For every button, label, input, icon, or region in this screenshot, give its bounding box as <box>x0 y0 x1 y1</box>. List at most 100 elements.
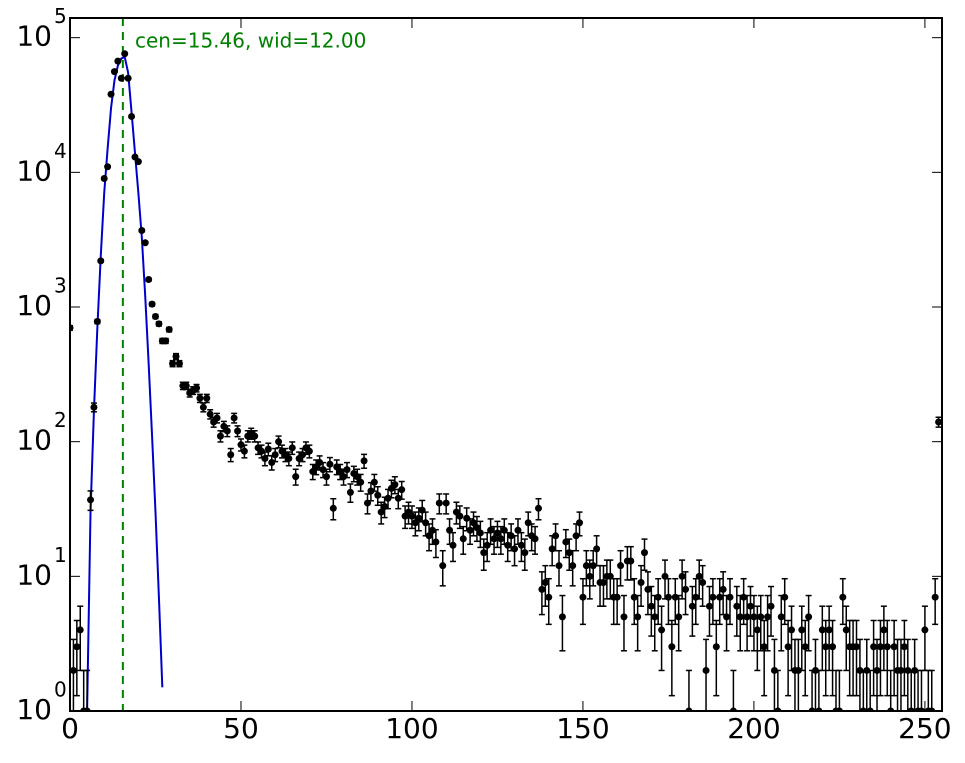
data-point <box>73 643 81 651</box>
data-point <box>695 572 703 580</box>
data-point <box>261 454 269 462</box>
data-point <box>750 613 758 621</box>
data-point <box>473 524 481 532</box>
data-point <box>569 562 577 570</box>
data-point <box>70 666 77 674</box>
data-point <box>647 602 655 610</box>
data-point <box>346 488 354 496</box>
plot-frame <box>69 17 943 712</box>
data-point <box>206 410 214 418</box>
data-point <box>398 486 406 494</box>
data-point <box>275 438 283 446</box>
data-point <box>134 158 142 166</box>
data-point <box>805 613 813 621</box>
data-point <box>271 451 279 459</box>
x-tick-label: 50 <box>223 712 259 745</box>
data-point <box>757 613 765 621</box>
data-point <box>853 643 861 651</box>
data-point <box>490 535 498 543</box>
data-point <box>117 74 125 82</box>
data-point <box>890 643 898 651</box>
data-point <box>719 585 727 593</box>
y-tick-exponent: 2 <box>54 408 67 432</box>
y-tick-label: 10 <box>16 154 52 187</box>
data-point <box>104 163 112 171</box>
data-point <box>555 562 563 570</box>
data-point <box>415 514 423 522</box>
data-point <box>760 643 768 651</box>
data-point <box>172 352 180 360</box>
data-point <box>589 562 597 570</box>
data-point <box>439 562 447 570</box>
data-point <box>692 593 700 601</box>
data-point <box>931 593 939 601</box>
data-point <box>576 519 584 527</box>
y-tick-label: 10 <box>16 20 52 53</box>
data-point <box>343 466 351 474</box>
data-point <box>935 418 942 426</box>
x-tick-label: 200 <box>727 712 780 745</box>
data-point <box>593 545 601 553</box>
data-point <box>682 585 690 593</box>
data-point <box>463 514 471 522</box>
data-point <box>699 578 707 586</box>
data-point <box>736 613 744 621</box>
y-tick-label: 10 <box>16 693 52 726</box>
data-point <box>644 585 652 593</box>
data-point <box>921 626 929 634</box>
x-tick-label: 150 <box>556 712 609 745</box>
data-point <box>552 532 560 540</box>
data-point <box>459 535 467 543</box>
data-point <box>671 593 679 601</box>
data-point <box>747 602 755 610</box>
data-point <box>634 613 642 621</box>
y-tick-exponent: 3 <box>54 274 67 298</box>
data-point <box>227 451 235 459</box>
data-point <box>155 320 163 328</box>
data-point <box>391 481 399 489</box>
data-point <box>182 382 190 390</box>
data-point <box>829 643 837 651</box>
data-point <box>579 593 587 601</box>
data-point <box>801 643 809 651</box>
y-tick-exponent: 4 <box>54 139 67 163</box>
data-point <box>480 549 488 557</box>
data-point <box>678 572 686 580</box>
data-point <box>897 666 905 674</box>
y-tick-label: 10 <box>16 289 52 322</box>
data-point <box>764 613 772 621</box>
data-point <box>87 496 95 504</box>
data-point <box>651 613 659 621</box>
data-point <box>97 257 105 265</box>
data-point <box>165 326 173 334</box>
data-point <box>582 562 590 570</box>
x-tick-label: 0 <box>61 712 79 745</box>
data-point <box>240 447 248 455</box>
data-point <box>203 394 211 402</box>
data-point <box>825 626 833 634</box>
data-point <box>121 50 129 58</box>
data-point <box>781 593 789 601</box>
data-point <box>456 512 464 520</box>
data-point <box>767 602 775 610</box>
data-point <box>237 441 245 449</box>
data-point <box>466 526 474 534</box>
data-point <box>784 643 792 651</box>
data-point <box>702 666 710 674</box>
data-point <box>234 427 242 435</box>
data-point <box>141 239 149 247</box>
data-point <box>107 90 115 98</box>
data-point <box>842 626 850 634</box>
data-point <box>880 626 888 634</box>
data-point <box>753 626 761 634</box>
data-point <box>545 593 553 601</box>
data-point <box>422 519 430 527</box>
data-point <box>432 538 440 546</box>
data-point <box>138 226 146 234</box>
data-point <box>128 112 136 120</box>
data-point <box>360 457 368 465</box>
data-point <box>705 602 713 610</box>
data-point <box>322 473 330 481</box>
y-tick-exponent: 0 <box>54 678 67 702</box>
